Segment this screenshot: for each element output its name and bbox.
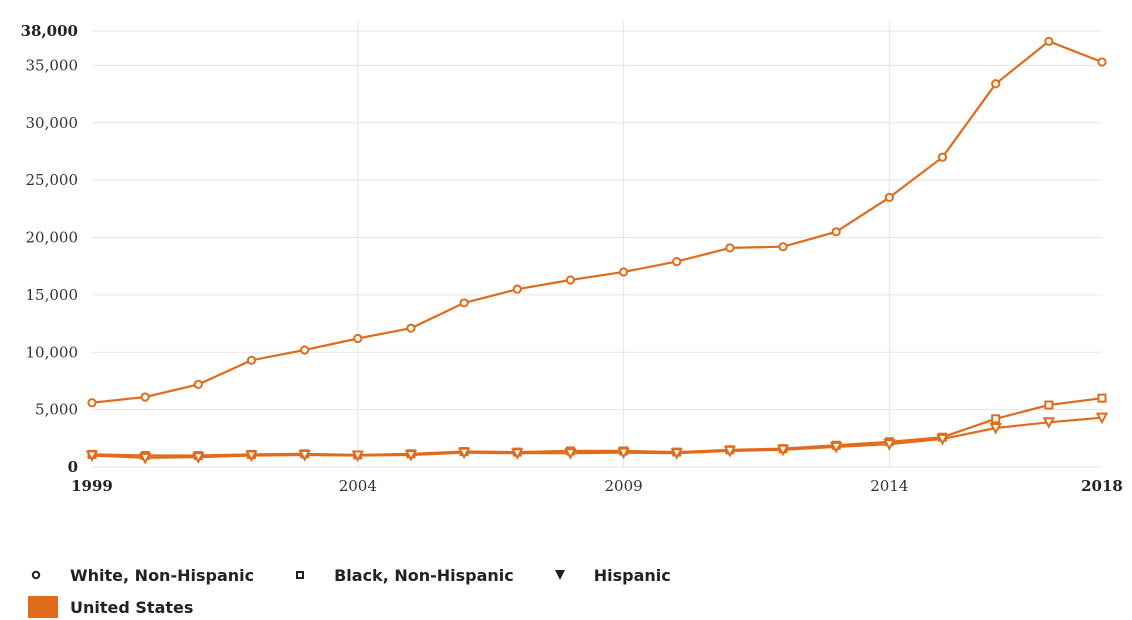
data-point-triangle	[298, 449, 311, 462]
data-point-square	[1044, 400, 1054, 410]
y-tick-label: 0	[68, 458, 78, 476]
data-point-triangle	[1042, 417, 1056, 429]
y-tick-label: 20,000	[26, 229, 79, 247]
x-tick-label: 2014	[870, 477, 908, 495]
data-point-circle	[618, 267, 629, 277]
legend-region-row: United States	[28, 594, 709, 620]
legend-item-hispanic[interactable]: Hispanic	[552, 565, 671, 585]
data-point-circle	[565, 275, 576, 285]
data-point-triangle	[192, 452, 205, 464]
triangle-down-marker-icon	[554, 570, 565, 580]
x-tick-label: 2009	[604, 477, 642, 495]
x-tick-label: 2018	[1081, 477, 1123, 495]
data-point-triangle	[989, 422, 1002, 435]
data-point-circle	[459, 298, 469, 308]
legend-label-white: White, Non-Hispanic	[70, 565, 255, 585]
data-point-square	[1097, 393, 1107, 403]
data-point-triangle	[617, 447, 630, 460]
data-point-circle	[884, 192, 894, 202]
legend-series-row: White, Non-Hispanic Black, Non-Hispanic …	[28, 562, 709, 588]
legend: White, Non-Hispanic Black, Non-Hispanic …	[28, 562, 709, 620]
x-tick-label: 1999	[71, 477, 113, 495]
data-point-triangle	[936, 433, 949, 446]
data-point-triangle	[776, 444, 790, 457]
data-point-circle	[1044, 36, 1054, 46]
series-lines	[85, 36, 1109, 465]
square-marker-icon	[296, 571, 305, 579]
series-line-1	[91, 397, 1103, 457]
data-point-triangle	[85, 450, 99, 463]
data-point-circle	[193, 379, 203, 389]
y-tick-label: 15,000	[26, 286, 79, 304]
y-tick-label: 25,000	[26, 171, 79, 189]
data-point-triangle	[830, 441, 843, 454]
data-point-triangle	[404, 449, 418, 462]
axis-labels: 0 5,000 10,000 15,000 20,000 25,000 30,000 35,0…	[21, 22, 1123, 495]
data-point-circle	[831, 227, 841, 237]
y-tick-label: 5,000	[35, 401, 78, 419]
legend-label-region[interactable]: United States	[70, 597, 194, 617]
data-point-circle	[406, 323, 416, 333]
data-point-triangle	[511, 448, 524, 460]
series-line-0	[91, 40, 1103, 404]
region-color-swatch	[28, 596, 58, 618]
legend-label-black: Black, Non-Hispanic	[334, 565, 514, 585]
data-point-circle	[512, 284, 522, 294]
y-tick-label: 10,000	[26, 343, 79, 361]
data-point-triangle	[457, 447, 471, 460]
data-point-circle	[991, 79, 1001, 89]
data-point-circle	[140, 392, 150, 402]
data-point-circle	[778, 242, 788, 252]
data-point-circle	[937, 152, 948, 162]
data-point-square	[991, 414, 1001, 424]
legend-label-hispanic: Hispanic	[593, 565, 671, 585]
data-point-circle	[725, 243, 735, 253]
series-line-2	[91, 416, 1103, 459]
circle-marker-icon	[31, 570, 41, 580]
data-point-triangle	[723, 445, 737, 458]
data-point-triangle	[138, 452, 152, 465]
grid-lines	[92, 21, 1102, 468]
line-chart: 0 5,000 10,000 15,000 20,000 25,000 30,000 35,0…	[21, 21, 1123, 495]
x-tick-label: 2004	[339, 477, 377, 495]
data-point-circle	[87, 398, 97, 408]
data-point-triangle	[564, 448, 577, 460]
legend-item-white[interactable]: White, Non-Hispanic	[28, 565, 254, 585]
y-tick-label: 35,000	[26, 56, 79, 74]
y-tick-label: 30,000	[26, 114, 79, 132]
y-tick-label: 38,000	[21, 22, 78, 40]
data-point-triangle	[1095, 412, 1109, 425]
data-point-triangle	[245, 450, 258, 463]
legend-item-black[interactable]: Black, Non-Hispanic	[292, 565, 514, 585]
data-point-triangle	[883, 439, 896, 451]
data-point-triangle	[670, 448, 683, 460]
data-point-circle	[300, 345, 310, 355]
data-point-circle	[672, 257, 682, 267]
data-point-circle	[246, 355, 257, 365]
data-point-circle	[1097, 57, 1107, 67]
data-point-triangle	[351, 450, 364, 463]
data-point-circle	[353, 333, 363, 344]
